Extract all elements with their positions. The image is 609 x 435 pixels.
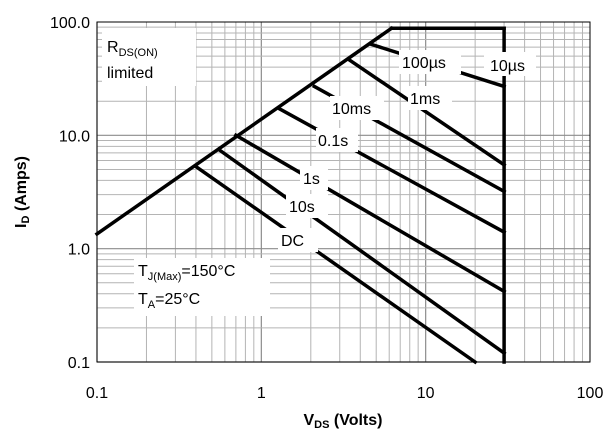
label-10ms: 10ms <box>332 101 371 118</box>
x-tick-labels: 0.1 1 10 100 <box>86 385 604 402</box>
y-tick-label: 1.0 <box>68 242 90 259</box>
label-10ms-bg <box>330 96 384 120</box>
label-100us: 100µs <box>402 55 446 72</box>
label-10us: 10µs <box>490 58 525 75</box>
label-dc: DC <box>281 233 304 250</box>
y-axis-title: ID (Amps) <box>13 156 32 228</box>
grid-lines <box>96 22 590 363</box>
series-line-1s <box>233 132 507 294</box>
label-dc-bg <box>278 228 318 252</box>
label-01s: 0.1s <box>318 133 348 150</box>
temp-label-bg <box>134 258 270 316</box>
label-01s-bg <box>316 128 358 152</box>
series-line-10s <box>216 147 507 356</box>
label-100us-bg <box>399 50 461 74</box>
y-tick-label: 100.0 <box>50 15 90 32</box>
ta-label: TA=25°C <box>138 291 200 311</box>
y-tick-label: 10.0 <box>59 128 90 145</box>
tj-max-label: TJ(Max)=150°C <box>138 263 235 283</box>
label-1ms-bg <box>408 86 452 110</box>
label-10s-bg <box>286 194 328 218</box>
x-tick-label: 10 <box>417 385 435 402</box>
label-1ms: 1ms <box>410 91 440 108</box>
x-axis-title: VDS (Volts) <box>304 412 383 431</box>
label-1s-bg <box>300 166 328 190</box>
label-10us-bg <box>484 52 536 76</box>
series-line-rds-on-limited <box>94 25 394 237</box>
x-tick-label: 0.1 <box>86 385 108 402</box>
y-tick-labels: 0.1 1.0 10.0 100.0 <box>50 15 90 372</box>
series-line-1ms <box>347 57 507 168</box>
x-tick-label: 1 <box>257 385 266 402</box>
plot-frame <box>96 21 591 363</box>
rds-limited-label: limited <box>107 65 153 82</box>
series-line-dc <box>193 164 478 365</box>
y-tick-label: 0.1 <box>68 355 90 372</box>
rds-label-bg <box>102 28 196 86</box>
rds-on-label: RDS(ON) <box>107 39 158 59</box>
label-1s: 1s <box>303 171 320 188</box>
x-tick-label: 100 <box>577 385 604 402</box>
label-10s: 10s <box>289 199 315 216</box>
